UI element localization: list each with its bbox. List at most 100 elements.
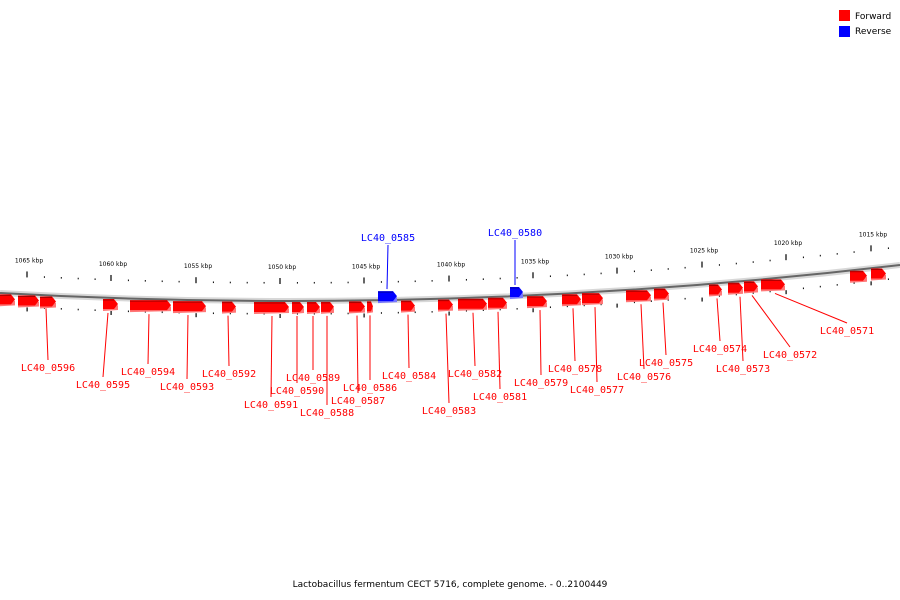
gene-leader-line	[662, 302, 667, 356]
gene-feature[interactable]	[850, 270, 867, 283]
gene-lc40-0578[interactable]	[562, 294, 581, 307]
gene-lc40-0586[interactable]	[367, 301, 373, 314]
gene-lc40-0579[interactable]	[527, 296, 547, 309]
tick-major-lower	[363, 313, 365, 318]
tick-minor	[127, 279, 129, 282]
gene-lc40-0582[interactable]	[458, 298, 487, 311]
tick-minor	[465, 309, 467, 312]
gene-label-group: LC40_0583	[422, 313, 476, 417]
scale-ticks: 1065 kbp 1060 kbp 1055 kbp 1050 kbp 1045 kbp…	[15, 231, 889, 319]
tick-minor	[769, 259, 771, 262]
gene-label[interactable]: LC40_0577	[570, 385, 624, 396]
tick-minor	[380, 312, 382, 314]
tick-minor	[60, 277, 62, 279]
gene-arrow	[367, 301, 373, 312]
tick-minor	[431, 311, 433, 313]
tick-minor	[836, 253, 838, 255]
tick-minor	[161, 311, 163, 314]
gene-lc40-0576[interactable]	[626, 290, 651, 303]
gene-label[interactable]: LC40_0593	[160, 382, 214, 393]
gene-lc40-0594[interactable]	[130, 300, 171, 313]
tick-label: 1060 kbp	[99, 261, 127, 268]
gene-label[interactable]: LC40_0596	[21, 363, 75, 374]
gene-label[interactable]: LC40_0581	[473, 392, 527, 403]
gene-lc40-0585[interactable]	[378, 291, 397, 304]
gene-label[interactable]: LC40_0595	[76, 380, 130, 391]
gene-label[interactable]: LC40_0575	[639, 358, 693, 369]
gene-lc40-0583[interactable]	[438, 299, 453, 312]
gene-label[interactable]: LC40_0578	[548, 364, 602, 375]
gene-label[interactable]: LC40_0580	[488, 228, 542, 239]
gene-lc40-0571[interactable]	[761, 279, 785, 292]
gene-label-group: LC40_0593	[160, 315, 214, 393]
tick-minor	[212, 312, 214, 315]
tick-label: 1040 kbp	[437, 262, 465, 269]
gene-label[interactable]: LC40_0574	[693, 344, 747, 355]
tick-major-lower	[279, 314, 281, 319]
gene-leader-line	[594, 307, 598, 383]
gene-label[interactable]: LC40_0576	[617, 372, 671, 383]
tick-major-lower	[870, 281, 872, 286]
gene-feature[interactable]	[871, 268, 886, 281]
gene-lc40-0596[interactable]	[0, 294, 15, 307]
gene-label[interactable]: LC40_0582	[448, 369, 502, 380]
tick-minor	[633, 301, 635, 304]
gene-lc40-0584[interactable]	[401, 300, 415, 313]
gene-leader-line	[751, 295, 791, 348]
gene-lc40-0589[interactable]	[307, 301, 320, 314]
gene-label[interactable]: LC40_0594	[121, 367, 175, 378]
gene-label[interactable]: LC40_0589	[286, 373, 340, 384]
gene-lc40-0590[interactable]	[292, 302, 304, 315]
gene-lc40-0572[interactable]	[744, 281, 758, 294]
gene-lc40-0574[interactable]	[709, 284, 722, 297]
gene-leader-line	[386, 244, 389, 290]
gene-label-group: LC40_0586	[343, 315, 397, 394]
tick-minor	[549, 275, 551, 278]
gene-arrow	[378, 291, 397, 302]
gene-leader-line	[572, 308, 576, 362]
gene-lc40-0581[interactable]	[488, 297, 507, 310]
gene-lc40-0580[interactable]	[510, 287, 523, 300]
gene-lc40-0575[interactable]	[654, 288, 669, 301]
gene-label[interactable]: LC40_0588	[300, 408, 354, 419]
tick-minor	[499, 277, 501, 280]
tick-minor	[853, 251, 855, 253]
tick-minor	[94, 278, 96, 280]
gene-label[interactable]: LC40_0585	[361, 233, 415, 244]
gene-lc40-0595[interactable]	[103, 298, 118, 311]
gene-label[interactable]: LC40_0572	[763, 350, 817, 361]
gene-feature[interactable]	[40, 296, 56, 309]
gene-label[interactable]: LC40_0586	[343, 383, 397, 394]
gene-lc40-0587[interactable]	[349, 301, 365, 314]
gene-lc40-0591[interactable]	[254, 301, 289, 314]
tick-minor	[684, 266, 686, 269]
tick-label: 1015 kbp	[859, 231, 887, 238]
gene-leader-line	[497, 311, 501, 390]
gene-label[interactable]: LC40_0579	[514, 378, 568, 389]
gene-lc40-0573[interactable]	[728, 282, 743, 295]
gene-feature[interactable]	[18, 295, 39, 308]
gene-lc40-0592[interactable]	[222, 301, 236, 314]
gene-label-group: LC40_0587	[331, 315, 385, 407]
gene-label[interactable]: LC40_0590	[270, 386, 324, 397]
gene-label[interactable]: LC40_0591	[244, 400, 298, 411]
gene-label-group: LC40_0579	[514, 310, 568, 389]
gene-lc40-0593[interactable]	[173, 301, 206, 314]
tick-minor	[77, 308, 79, 311]
gene-lc40-0577[interactable]	[582, 293, 603, 306]
gene-lc40-0588[interactable]	[321, 301, 334, 314]
gene-label[interactable]: LC40_0571	[820, 326, 874, 337]
gene-label[interactable]: LC40_0587	[331, 396, 385, 407]
gene-arrow	[850, 270, 867, 281]
tick-minor	[43, 276, 45, 278]
gene-arrow	[349, 301, 365, 312]
legend-forward-label: Forward	[855, 12, 891, 22]
gene-label[interactable]: LC40_0583	[422, 406, 476, 417]
gene-label[interactable]: LC40_0584	[382, 371, 436, 382]
tick-major-lower	[26, 307, 28, 312]
gene-label[interactable]: LC40_0573	[716, 364, 770, 375]
tick-minor	[499, 308, 501, 311]
tick-minor	[752, 292, 754, 294]
gene-label[interactable]: LC40_0592	[202, 369, 256, 380]
